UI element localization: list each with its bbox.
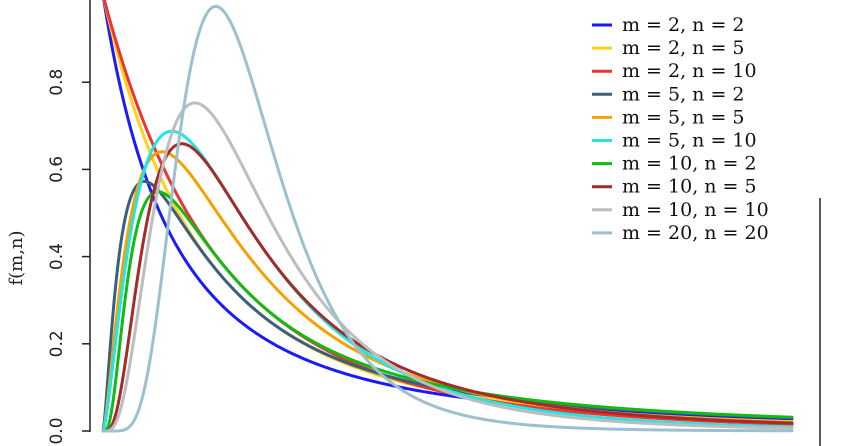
legend-label-6: m = 5, n = 10 bbox=[622, 130, 757, 152]
series-line-9 bbox=[101, 101, 794, 433]
y-tick-label: 0.0 bbox=[47, 417, 67, 444]
legend-label-10: m = 20, n = 20 bbox=[622, 222, 769, 244]
legend-label-1: m = 2, n = 2 bbox=[622, 14, 745, 36]
legend-label-2: m = 2, n = 5 bbox=[622, 37, 745, 59]
series-curves bbox=[101, 0, 794, 433]
legend-label-3: m = 2, n = 10 bbox=[622, 60, 757, 82]
y-tick-label: 0.6 bbox=[47, 156, 67, 183]
legend-label-8: m = 10, n = 5 bbox=[622, 176, 757, 198]
legend-label-5: m = 5, n = 5 bbox=[622, 106, 745, 128]
legend-label-7: m = 10, n = 2 bbox=[622, 153, 757, 175]
y-tick-label: 0.8 bbox=[47, 69, 67, 96]
y-axis-ticks: 0.00.20.40.60.81 bbox=[47, 0, 90, 445]
series-line-7 bbox=[101, 190, 794, 433]
legend-box bbox=[582, 8, 822, 196]
series-line-8 bbox=[101, 142, 794, 433]
legend-label-4: m = 5, n = 2 bbox=[622, 83, 745, 105]
series-line-10 bbox=[101, 4, 794, 433]
legend: m = 2, n = 2m = 2, n = 5m = 2, n = 10m =… bbox=[592, 14, 769, 244]
y-tick-label: 0.2 bbox=[47, 330, 67, 357]
y-tick-label: 0.4 bbox=[47, 243, 67, 270]
legend-label-9: m = 10, n = 10 bbox=[622, 199, 769, 221]
series-line-1 bbox=[102, 0, 794, 421]
y-axis-title: f(m,n) bbox=[6, 230, 27, 285]
